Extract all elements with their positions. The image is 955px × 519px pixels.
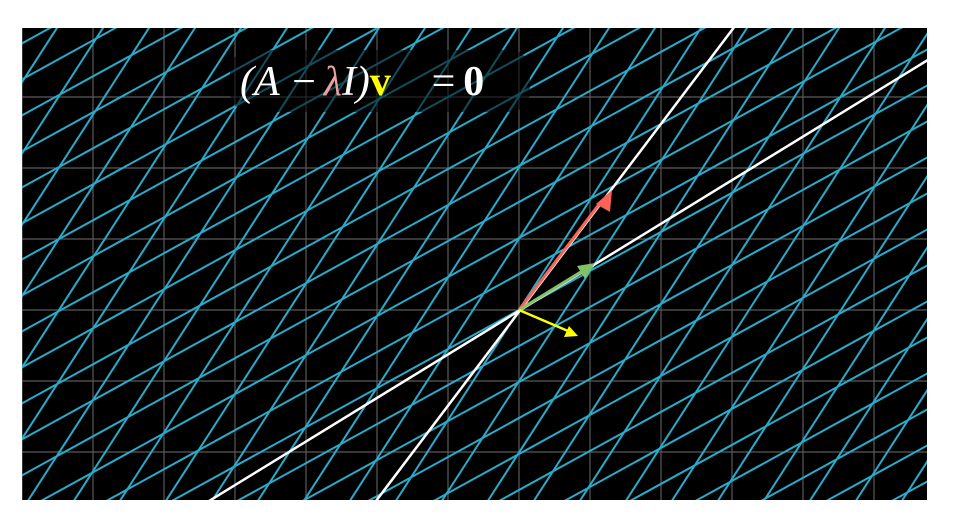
grid-line: [763, 246, 927, 500]
grid-line: [533, 28, 841, 500]
equation-backdrop: [230, 50, 530, 112]
grid-line: [826, 444, 927, 500]
grid-line: [73, 28, 381, 500]
grid-line: [119, 28, 427, 500]
equation-part: I): [341, 59, 370, 105]
grid-line: [303, 28, 611, 500]
grid-line: [349, 28, 657, 500]
grid-line: [367, 192, 927, 500]
vectors: [517, 190, 612, 337]
grid-line: [165, 28, 473, 500]
grid-line: [22, 28, 183, 117]
grid-line: [487, 28, 795, 500]
grid-line: [441, 28, 749, 500]
grid-line: [22, 28, 289, 441]
grid-line: [22, 28, 772, 441]
grid-line: [891, 480, 927, 500]
yellow-vector: [518, 308, 569, 333]
grid-line: [22, 28, 197, 298]
green-vector: [518, 268, 585, 312]
grid-line: [629, 336, 927, 500]
grid-line: [625, 32, 927, 500]
green-arrowhead: [577, 263, 595, 279]
grid-line: [760, 408, 927, 500]
grid-line: [22, 28, 445, 261]
grid-line: [22, 28, 151, 227]
grid-line: [579, 28, 887, 500]
grid-line: [27, 28, 335, 500]
red-vector: [517, 202, 602, 311]
equation-zero: 0⃗: [463, 59, 517, 105]
equation-part: (A −: [240, 59, 318, 105]
grid-line: [433, 228, 927, 500]
grid-line: [671, 103, 927, 500]
grid-line: [564, 300, 927, 500]
eigen-line: [375, 28, 736, 500]
grid-line: [22, 28, 105, 156]
red-arrowhead: [596, 190, 612, 212]
grid-line: [22, 28, 249, 153]
grid-line: [22, 28, 243, 370]
grid-line: [22, 28, 380, 225]
grid-line: [302, 156, 927, 500]
grid-line: [0, 0, 2, 519]
grid-line: [22, 28, 511, 297]
grid-line: [0, 0, 955, 2]
grid-line: [22, 28, 118, 81]
yellow-arrowhead: [564, 326, 578, 337]
equation: (A − λI)v⃗ = 0⃗: [240, 59, 517, 105]
equation-lambda: λ: [322, 59, 342, 105]
grid-line: [22, 28, 707, 405]
grid-line: [695, 372, 927, 500]
equation-vector: v⃗: [370, 59, 424, 105]
equation-part: =: [432, 59, 456, 105]
grid-line: [22, 28, 59, 84]
grid-line: [717, 174, 927, 500]
grid-line: [498, 264, 927, 500]
grid-line: [257, 28, 565, 500]
grid-line: [22, 28, 314, 189]
grid-line: [236, 120, 927, 500]
grid-line: [211, 28, 519, 500]
